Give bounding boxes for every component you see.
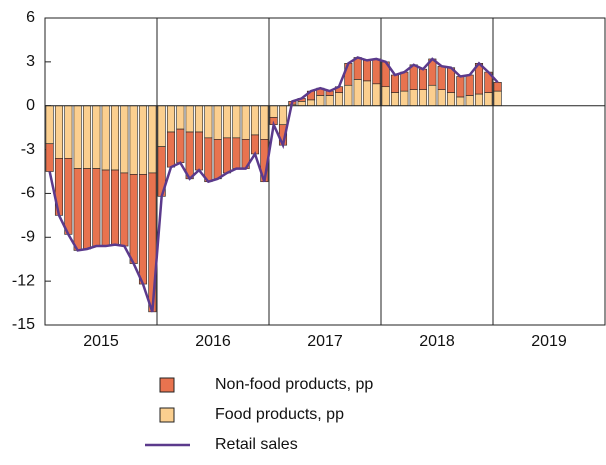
bar — [456, 76, 465, 98]
bar — [148, 105, 157, 174]
bar — [129, 174, 138, 264]
bar — [390, 92, 400, 107]
bar — [409, 64, 418, 90]
bar — [484, 92, 493, 107]
bar — [64, 158, 73, 235]
bar — [232, 105, 241, 139]
bar — [185, 131, 194, 180]
bar — [222, 105, 232, 139]
bar — [232, 137, 241, 169]
x-tick-label: 2018 — [419, 333, 455, 350]
bar — [176, 105, 185, 130]
y-tick-label: 0 — [26, 97, 35, 114]
bar — [45, 143, 54, 172]
bar — [493, 82, 502, 92]
bar — [381, 86, 390, 107]
bar — [250, 134, 260, 155]
bar — [92, 105, 101, 169]
bar — [54, 105, 64, 159]
legend-label: Non-food products, pp — [215, 376, 373, 393]
bar — [120, 105, 129, 174]
bar — [166, 105, 176, 133]
bar — [325, 95, 334, 107]
bar — [138, 105, 148, 175]
bar — [166, 131, 176, 168]
x-tick-label: 2016 — [195, 333, 231, 350]
bar — [194, 105, 204, 133]
bar — [204, 137, 213, 183]
legend-swatch — [159, 407, 175, 423]
bar — [176, 128, 185, 164]
y-tick-label: 3 — [26, 53, 35, 70]
bar — [409, 89, 418, 107]
bar — [73, 105, 82, 169]
x-tick-label: 2015 — [83, 333, 119, 350]
y-tick-label: -9 — [21, 229, 35, 246]
bar — [362, 60, 372, 82]
bar — [120, 172, 129, 247]
bar — [250, 105, 260, 136]
bar — [446, 92, 456, 107]
bar — [129, 105, 138, 175]
y-tick-label: 6 — [26, 9, 35, 26]
y-tick-label: -6 — [21, 185, 35, 202]
bar — [278, 105, 288, 126]
bar — [344, 84, 353, 107]
bar — [204, 105, 213, 139]
y-tick-label: -12 — [12, 272, 35, 289]
bar — [372, 58, 381, 85]
bar — [269, 105, 278, 118]
bar — [390, 74, 400, 93]
bar — [260, 105, 269, 140]
legend-label: Retail sales — [215, 436, 298, 453]
line — [48, 56, 499, 313]
x-tick-label: 2017 — [307, 333, 343, 350]
bar — [437, 89, 446, 107]
bar — [92, 168, 101, 247]
bar — [353, 57, 362, 80]
bar — [306, 99, 316, 107]
bar — [138, 174, 148, 285]
bar — [194, 131, 204, 171]
x-tick-label: 2019 — [531, 333, 567, 350]
bar — [297, 101, 306, 107]
legend-swatch — [159, 377, 175, 393]
bar — [213, 105, 222, 140]
y-tick-label: -15 — [12, 316, 35, 333]
bar — [418, 68, 428, 90]
plot-area — [44, 17, 606, 326]
legend-label: Food products, pp — [215, 406, 344, 423]
bar — [400, 71, 409, 92]
bar — [73, 168, 82, 251]
bar — [222, 137, 232, 174]
bar — [241, 105, 250, 140]
bar — [82, 105, 92, 169]
bar — [110, 105, 120, 171]
bar — [428, 84, 437, 107]
bar — [101, 105, 110, 171]
bar — [437, 65, 446, 90]
bar — [110, 169, 120, 245]
bar — [465, 95, 474, 107]
bar — [64, 105, 73, 159]
bar — [101, 169, 110, 247]
bar — [316, 95, 325, 107]
bar — [400, 90, 409, 107]
y-tick-label: -3 — [21, 141, 35, 158]
bar — [334, 92, 344, 107]
bar — [82, 168, 92, 250]
bar — [465, 74, 474, 96]
bar — [372, 83, 381, 107]
bar — [353, 79, 362, 107]
bar — [418, 89, 428, 107]
bar — [493, 90, 502, 107]
bar — [474, 93, 484, 107]
bar — [185, 105, 194, 133]
bar — [362, 80, 372, 107]
bar — [456, 96, 465, 107]
bar — [45, 105, 54, 145]
bar — [213, 139, 222, 180]
bar — [157, 105, 166, 147]
